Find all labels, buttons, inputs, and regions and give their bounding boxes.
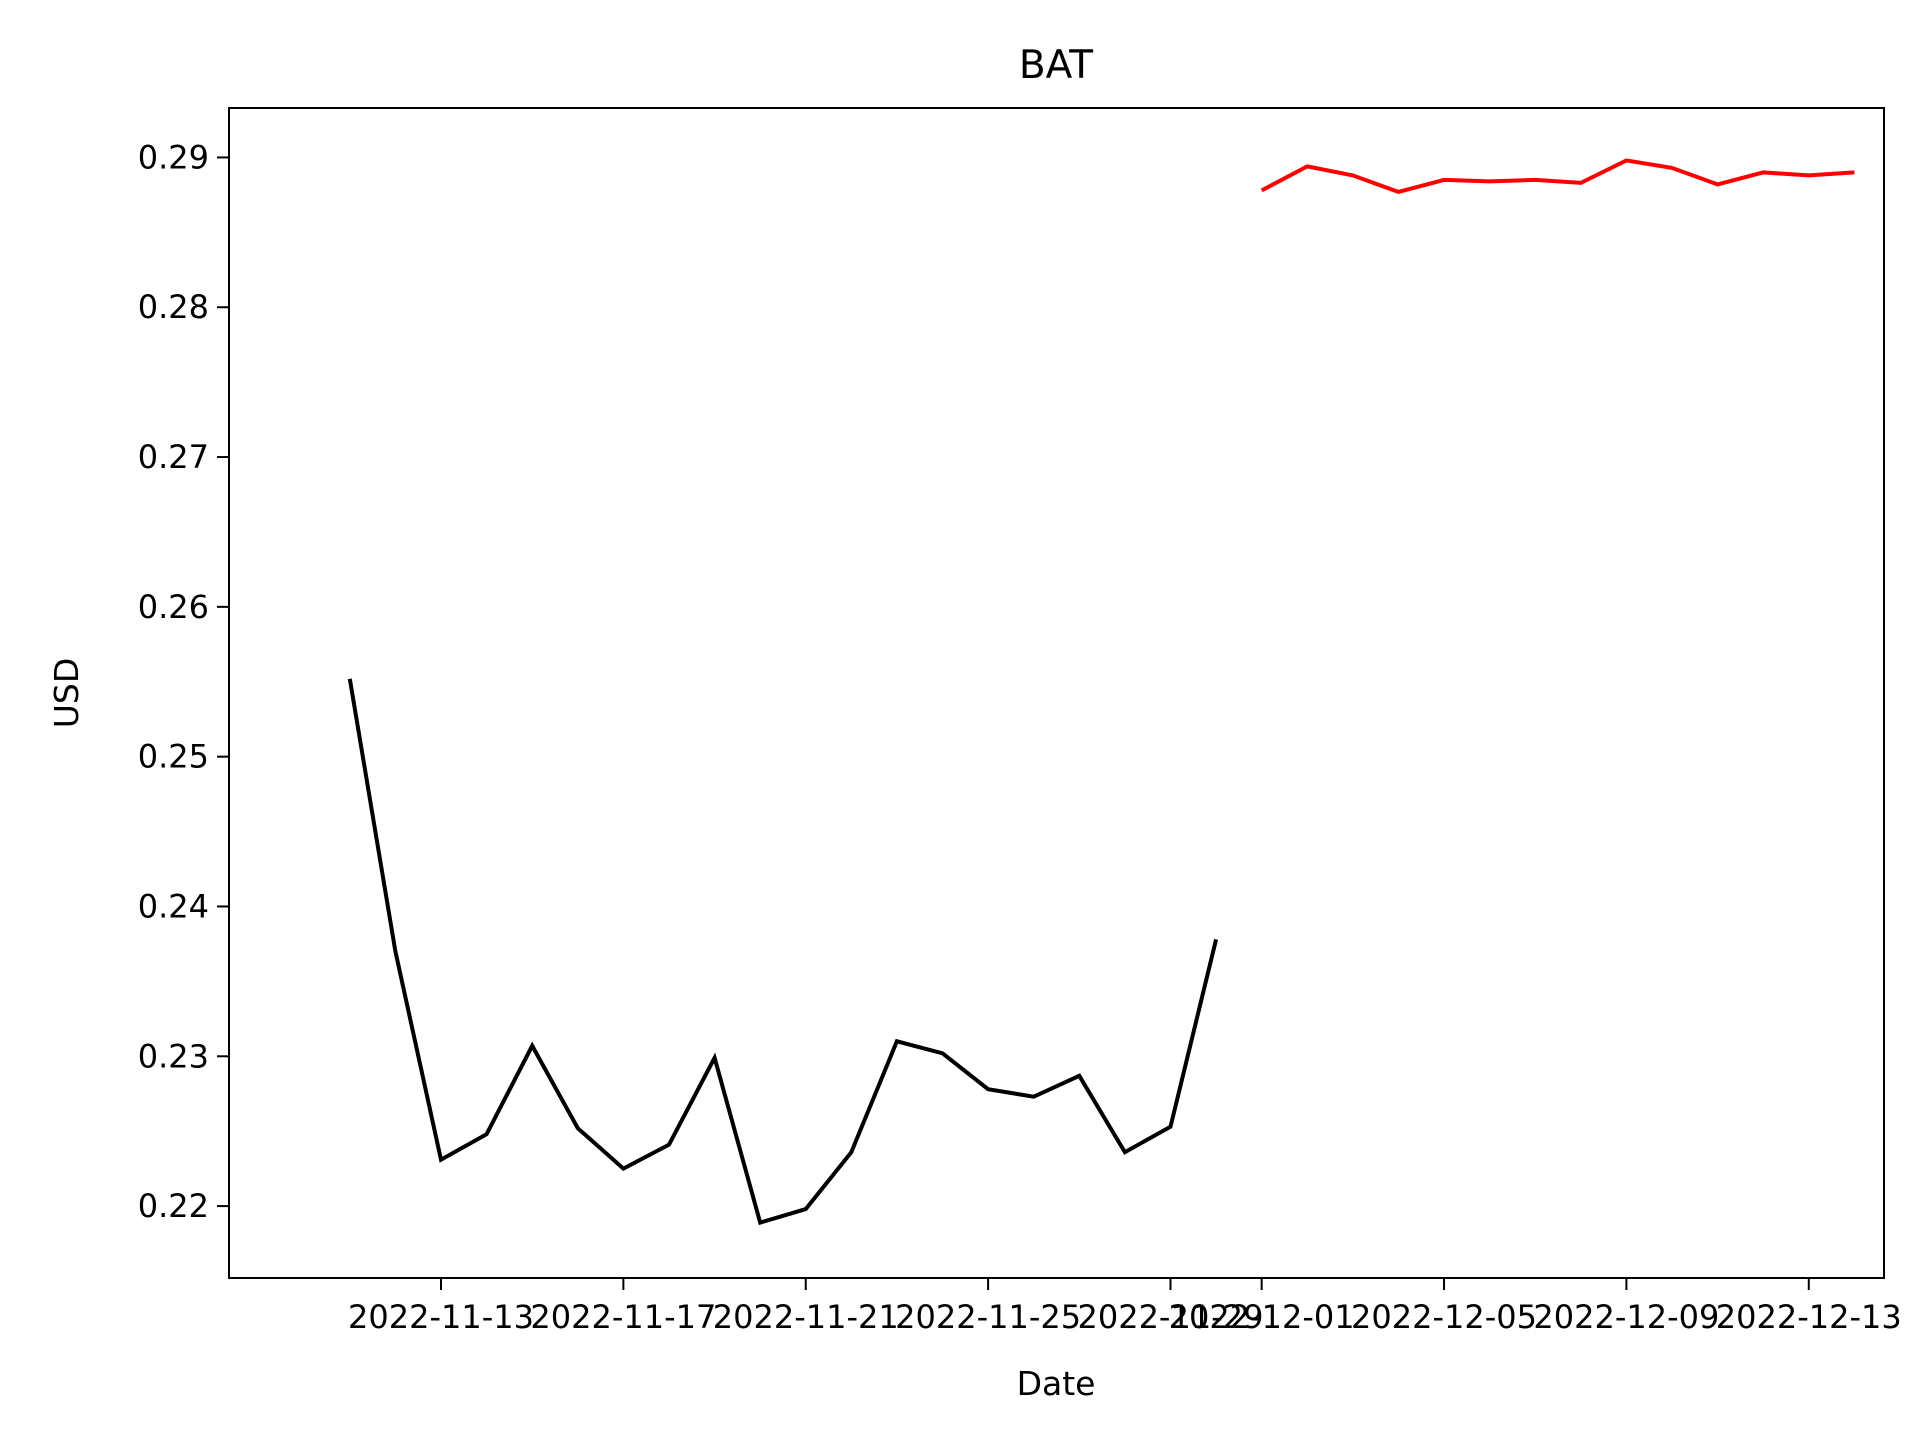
chart-title: BAT <box>1019 43 1093 88</box>
x-tick-label: 2022-12-09 <box>1533 1298 1719 1336</box>
x-axis-label: Date <box>1017 1364 1096 1403</box>
y-axis-label: USD <box>47 658 86 729</box>
y-tick-label: 0.26 <box>138 588 209 626</box>
x-tick-label: 2022-12-13 <box>1716 1298 1902 1336</box>
x-tick-label: 2022-11-17 <box>530 1298 716 1336</box>
y-tick-label: 0.25 <box>138 738 209 776</box>
y-tick-label: 0.28 <box>138 288 209 326</box>
x-tick-label: 2022-11-13 <box>348 1298 534 1336</box>
plot-frame <box>228 107 1885 1279</box>
series-layer <box>347 158 1855 1226</box>
series-line-1 <box>347 678 1219 1226</box>
y-tick-label: 0.24 <box>138 887 209 925</box>
y-tick-label: 0.29 <box>138 138 209 176</box>
x-tick-label: 2022-11-29 <box>1077 1298 1263 1336</box>
ticks-layer: 2022-11-132022-11-172022-11-212022-11-25… <box>138 138 1902 1336</box>
x-tick-label: 2022-12-01 <box>1169 1298 1355 1336</box>
x-tick-label: 2022-11-21 <box>713 1298 899 1336</box>
x-tick-label: 2022-12-05 <box>1351 1298 1537 1336</box>
series-line-2 <box>1260 158 1855 194</box>
x-tick-label: 2022-11-25 <box>895 1298 1081 1336</box>
y-tick-label: 0.27 <box>138 438 209 476</box>
y-tick-label: 0.23 <box>138 1037 209 1075</box>
y-tick-label: 0.22 <box>138 1187 209 1225</box>
